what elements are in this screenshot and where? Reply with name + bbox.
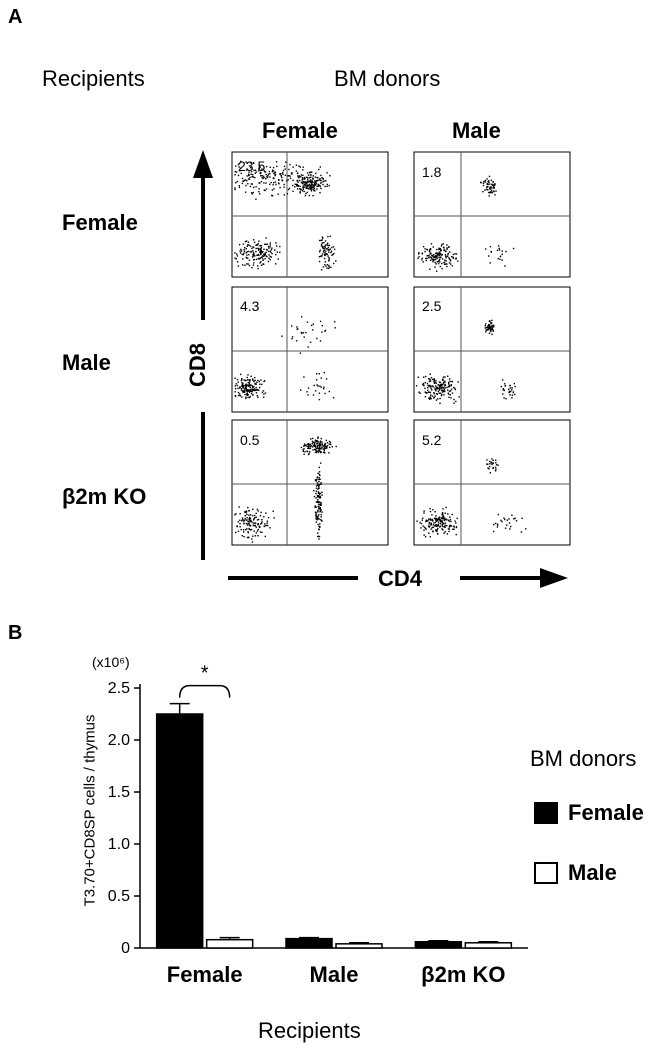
- donors-header: BM donors: [334, 66, 441, 91]
- y-tick-label: 1.5: [108, 784, 130, 801]
- plot-percent: 23.5: [238, 158, 266, 174]
- row-label-b2m-ko: β2m KO: [62, 484, 147, 509]
- legend-title: BM donors: [530, 746, 637, 771]
- column-header-female: Female: [262, 118, 338, 143]
- y-tick-label: 0: [121, 940, 130, 957]
- scatter-dots: [234, 316, 336, 401]
- y-tick-label: 1.0: [108, 836, 130, 853]
- plot-frame: [231, 151, 389, 278]
- plot-percent: 4.3: [240, 298, 260, 314]
- flow-plot: [413, 286, 571, 413]
- panel-b-letter: B: [8, 622, 23, 644]
- plot-percent: 1.8: [422, 164, 442, 180]
- column-header-male: Male: [452, 118, 501, 143]
- significance-bracket: [178, 684, 231, 698]
- plot-frame: [413, 151, 571, 278]
- plot-percent: 0.5: [240, 432, 260, 448]
- flow-plot: [231, 286, 389, 413]
- plot-frame: [231, 286, 389, 413]
- row-label-male: Male: [62, 350, 111, 375]
- scatter-dots: [234, 160, 337, 271]
- x-axis-title: Recipients: [258, 1018, 361, 1043]
- legend-label-male: Male: [568, 860, 617, 885]
- flow-plot: [231, 419, 389, 546]
- x-tick-label: β2m KO: [421, 962, 505, 987]
- x-tick-label: Male: [310, 962, 359, 987]
- bar: [464, 942, 513, 949]
- plot-percent: 2.5: [422, 298, 442, 314]
- bar: [414, 941, 463, 949]
- y-tick-label: 2.0: [108, 732, 130, 749]
- bar: [205, 938, 254, 949]
- legend-swatch-female: [534, 802, 558, 824]
- scatter-dots: [415, 319, 516, 404]
- panel-a-letter: A: [8, 6, 23, 28]
- bar: [335, 943, 383, 949]
- bar: [155, 713, 204, 949]
- plot-percent: 5.2: [422, 432, 442, 448]
- y-tick-label: 2.5: [108, 680, 130, 697]
- legend-swatch-male: [534, 862, 558, 884]
- x-tick-label: Female: [167, 962, 243, 987]
- row-label-female: Female: [62, 210, 138, 235]
- significance-star: *: [201, 663, 209, 685]
- cd4-axis-label: CD4: [378, 566, 423, 591]
- flow-plot: [413, 151, 571, 278]
- flow-plot: [413, 419, 571, 546]
- cd8-arrow-head: [193, 150, 213, 178]
- plot-frame: [413, 286, 571, 413]
- scatter-dots: [416, 458, 527, 538]
- plot-frame: [413, 419, 571, 546]
- y-tick-label: 0.5: [108, 888, 130, 905]
- scatter-dots: [234, 436, 337, 543]
- recipients-header: Recipients: [42, 66, 145, 91]
- legend-label-female: Female: [568, 800, 644, 825]
- unit-note: (x10⁶): [92, 654, 130, 670]
- cd4-arrow-head: [540, 568, 568, 588]
- scatter-dots: [417, 175, 515, 272]
- plot-frame: [231, 419, 389, 546]
- bar: [285, 937, 333, 949]
- flow-plot: [231, 151, 389, 278]
